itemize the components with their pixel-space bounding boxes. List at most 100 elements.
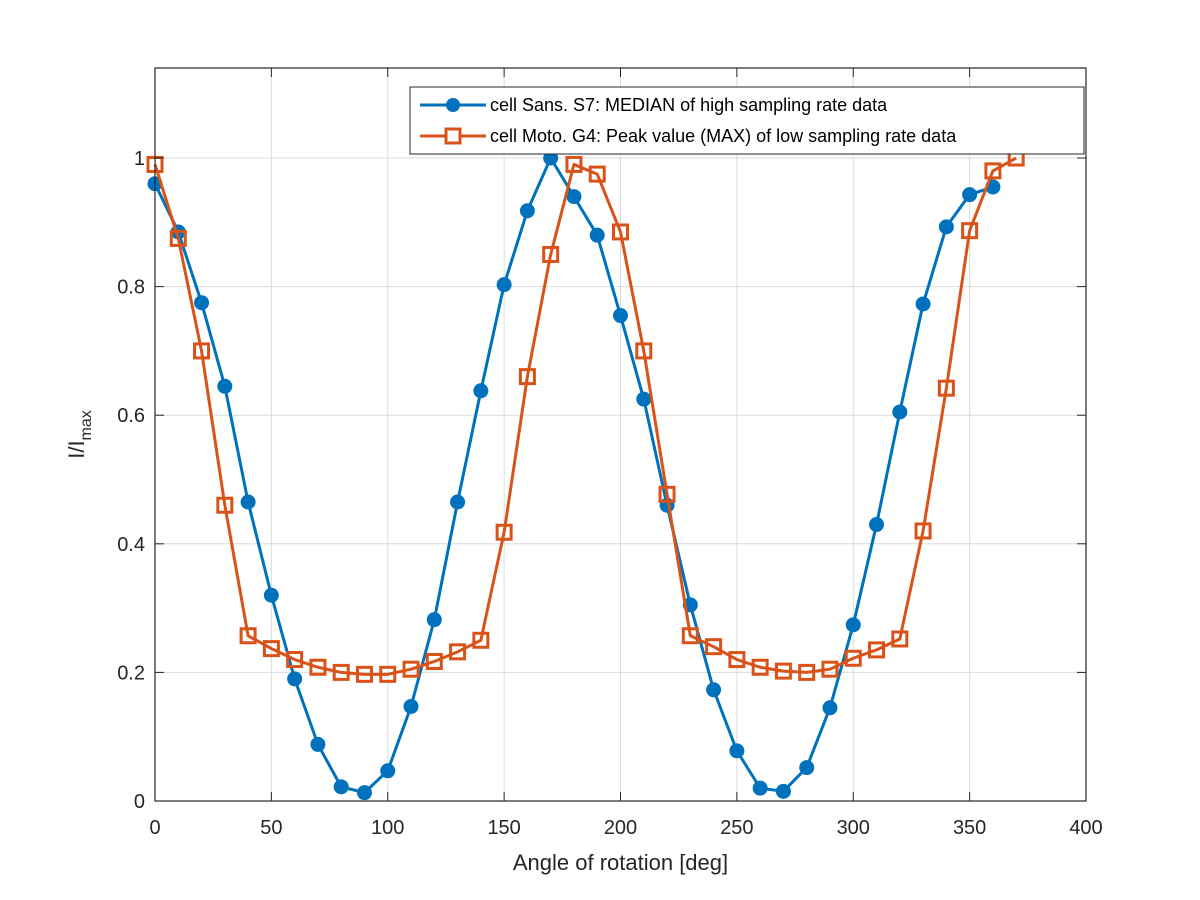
data-point bbox=[309, 658, 327, 676]
data-point bbox=[194, 295, 210, 311]
legend-label-2: cell Moto. G4: Peak value (MAX) of low s… bbox=[490, 126, 957, 146]
data-point bbox=[613, 308, 628, 324]
y-tick-label: 0.6 bbox=[117, 405, 145, 427]
data-point bbox=[775, 783, 791, 799]
data-point bbox=[869, 517, 885, 533]
y-tick-label: 0.4 bbox=[117, 534, 145, 556]
data-point bbox=[799, 760, 815, 776]
data-point bbox=[355, 665, 373, 683]
data-point bbox=[566, 189, 582, 205]
data-point bbox=[472, 631, 490, 649]
data-point bbox=[681, 627, 699, 645]
data-point bbox=[915, 296, 931, 312]
data-point bbox=[239, 627, 257, 645]
y-axis-label: I/Imax bbox=[64, 410, 95, 459]
y-tick-label: 0.8 bbox=[117, 277, 145, 299]
data-point bbox=[473, 383, 489, 399]
legend: cell Sans. S7: MEDIAN of high sampling r… bbox=[409, 86, 1085, 155]
data-point bbox=[636, 391, 652, 407]
data-point bbox=[822, 700, 838, 716]
y-tick-labels: 0 0.2 0.4 0.6 0.8 1 bbox=[117, 148, 145, 813]
data-point bbox=[937, 379, 955, 397]
data-point bbox=[287, 671, 303, 687]
legend-entry-1: cell Sans. S7: MEDIAN of high sampling r… bbox=[420, 95, 888, 115]
x-tick-label: 50 bbox=[260, 817, 282, 839]
data-point bbox=[240, 494, 256, 510]
data-point bbox=[403, 698, 419, 714]
data-point bbox=[380, 763, 396, 779]
legend-marker-1 bbox=[446, 98, 460, 112]
x-tick-labels: 0 50 100 150 200 250 300 350 400 bbox=[149, 817, 1102, 839]
data-point bbox=[728, 651, 746, 669]
data-point bbox=[333, 779, 349, 795]
x-tick-label: 250 bbox=[720, 817, 753, 839]
x-tick-label: 150 bbox=[487, 817, 520, 839]
data-point bbox=[425, 652, 443, 670]
data-point bbox=[519, 203, 535, 219]
data-point bbox=[751, 658, 769, 676]
x-tick-label: 300 bbox=[837, 817, 870, 839]
data-point bbox=[706, 682, 722, 698]
data-point bbox=[589, 227, 605, 243]
data-point bbox=[262, 640, 280, 658]
data-point bbox=[310, 736, 326, 752]
data-point bbox=[938, 219, 954, 235]
data-point bbox=[892, 404, 908, 420]
legend-entry-2: cell Moto. G4: Peak value (MAX) of low s… bbox=[420, 126, 957, 146]
series-2 bbox=[146, 149, 1025, 683]
data-point bbox=[518, 368, 536, 386]
x-tick-label: 200 bbox=[604, 817, 637, 839]
x-tick-label: 0 bbox=[149, 817, 160, 839]
data-point bbox=[588, 165, 606, 183]
legend-marker-2 bbox=[444, 127, 462, 145]
data-point bbox=[450, 494, 466, 510]
data-point bbox=[962, 187, 978, 203]
data-point bbox=[984, 162, 1002, 180]
data-point bbox=[356, 785, 372, 801]
y-axis-label-subscript: max bbox=[78, 410, 95, 440]
data-point bbox=[496, 277, 512, 293]
y-tick-label: 0.2 bbox=[117, 662, 145, 684]
data-point bbox=[379, 665, 397, 683]
data-point bbox=[658, 485, 676, 503]
data-point bbox=[798, 663, 816, 681]
data-point bbox=[193, 342, 211, 360]
data-point bbox=[495, 523, 513, 541]
data-point bbox=[217, 378, 233, 394]
axis-ticks bbox=[154, 68, 1087, 802]
data-point bbox=[402, 660, 420, 678]
data-point bbox=[821, 660, 839, 678]
data-point bbox=[449, 643, 467, 661]
series-layer bbox=[146, 149, 1025, 801]
data-point bbox=[332, 663, 350, 681]
data-point bbox=[844, 649, 862, 667]
data-point bbox=[961, 222, 979, 240]
data-point bbox=[263, 587, 279, 603]
y-tick-label: 0 bbox=[134, 791, 145, 813]
data-point bbox=[729, 743, 745, 759]
legend-box bbox=[409, 86, 1085, 155]
y-tick-label: 1 bbox=[134, 148, 145, 170]
data-point bbox=[542, 245, 560, 263]
x-tick-label: 100 bbox=[371, 817, 404, 839]
data-point bbox=[914, 522, 932, 540]
data-point bbox=[774, 662, 792, 680]
data-point bbox=[286, 651, 304, 669]
series-1 bbox=[147, 150, 1001, 801]
x-tick-label: 400 bbox=[1069, 817, 1102, 839]
data-point bbox=[169, 229, 187, 247]
data-point bbox=[868, 641, 886, 659]
data-point bbox=[426, 612, 442, 628]
data-point bbox=[216, 496, 234, 514]
data-point bbox=[635, 342, 653, 360]
x-tick-label: 350 bbox=[953, 817, 986, 839]
y-axis-label-main: I/I bbox=[64, 440, 89, 458]
data-point bbox=[752, 780, 768, 796]
data-point bbox=[891, 630, 909, 648]
x-axis-label: Angle of rotation [deg] bbox=[513, 850, 728, 875]
data-point bbox=[565, 155, 583, 173]
data-point bbox=[612, 223, 629, 241]
data-point bbox=[845, 617, 861, 633]
data-point bbox=[705, 638, 723, 656]
